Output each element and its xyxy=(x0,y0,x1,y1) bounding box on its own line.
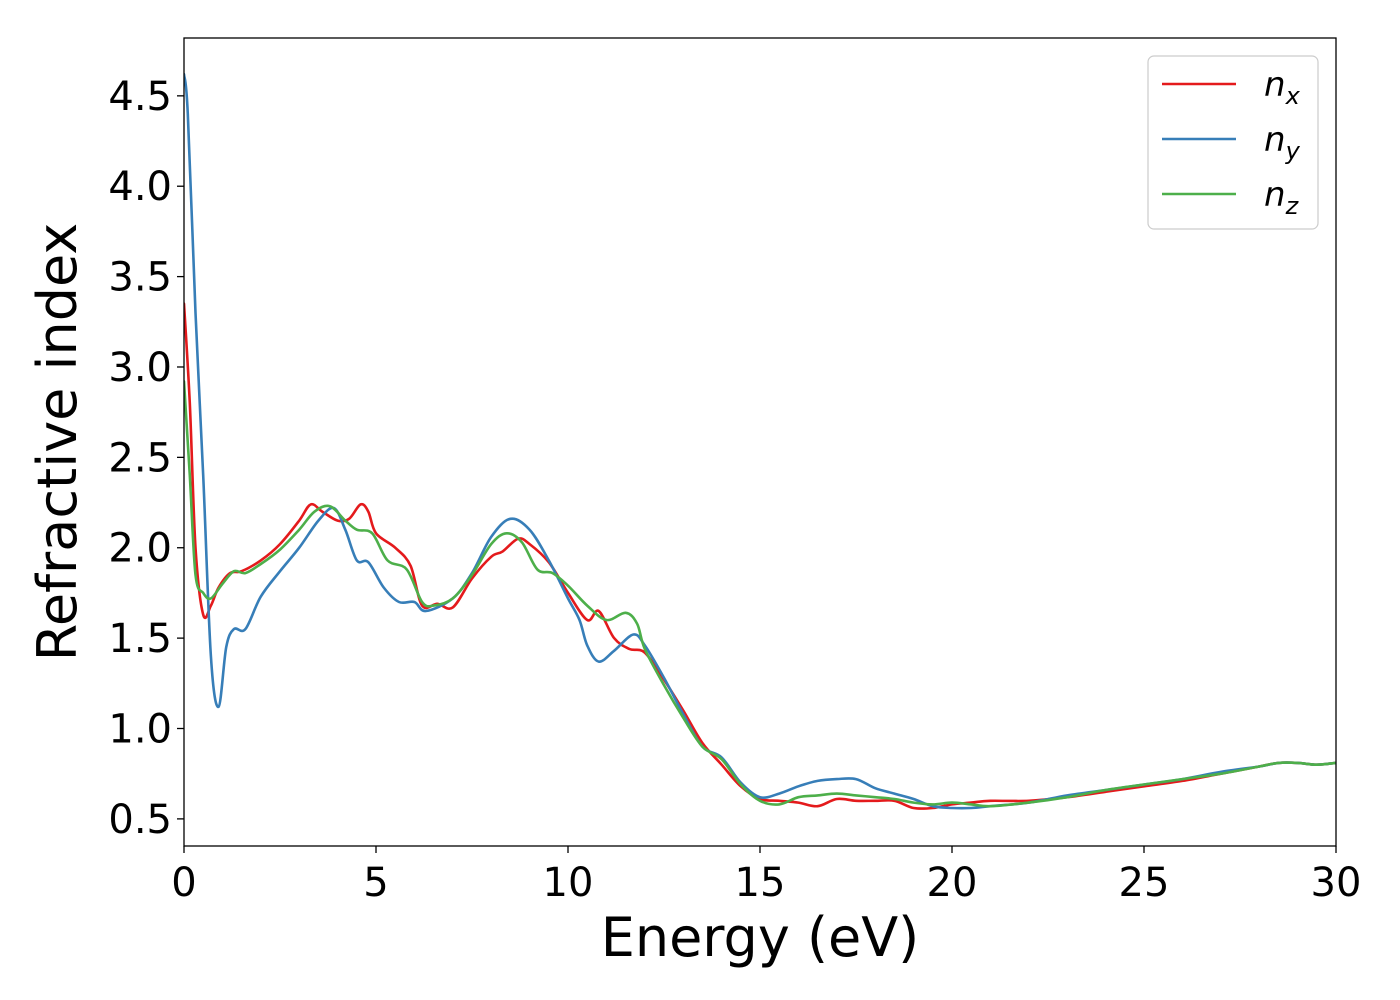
legend: nx ny nz xyxy=(1147,55,1319,230)
y-tick-label: 1.5 xyxy=(108,616,172,662)
x-axis-label: Energy (eV) xyxy=(601,906,920,969)
x-tick-label: 5 xyxy=(363,860,388,906)
legend-label-y: ny xyxy=(1264,120,1301,165)
legend-label-z: nz xyxy=(1264,175,1300,220)
y-axis: 0.5 1.0 1.5 2.0 2.5 3.0 3.5 4.0 4.5 xyxy=(108,74,184,843)
y-tick-label: 4.5 xyxy=(108,74,172,120)
y-tick-label: 3.5 xyxy=(108,255,172,301)
y-tick-label: 2.0 xyxy=(108,526,172,572)
y-tick-label: 2.5 xyxy=(108,435,172,481)
y-tick-label: 1.0 xyxy=(108,707,172,753)
x-tick-label: 30 xyxy=(1311,860,1362,906)
series-line-n-x xyxy=(184,302,1336,810)
x-tick-label: 10 xyxy=(543,860,594,906)
legend-label-x: nx xyxy=(1264,65,1301,110)
x-tick-label: 20 xyxy=(927,860,978,906)
legend-box xyxy=(1147,55,1319,230)
x-tick-label: 15 xyxy=(735,860,786,906)
y-tick-label: 0.5 xyxy=(108,797,172,843)
series-lines xyxy=(184,72,1336,810)
y-axis-label: Refractive index xyxy=(26,223,89,662)
y-tick-label: 3.0 xyxy=(108,345,172,391)
series-line-n-z xyxy=(184,380,1336,808)
x-tick-label: 25 xyxy=(1119,860,1170,906)
x-axis: 0 5 10 15 20 25 30 xyxy=(171,846,1361,906)
x-tick-label: 0 xyxy=(171,860,196,906)
y-tick-label: 4.0 xyxy=(108,164,172,210)
